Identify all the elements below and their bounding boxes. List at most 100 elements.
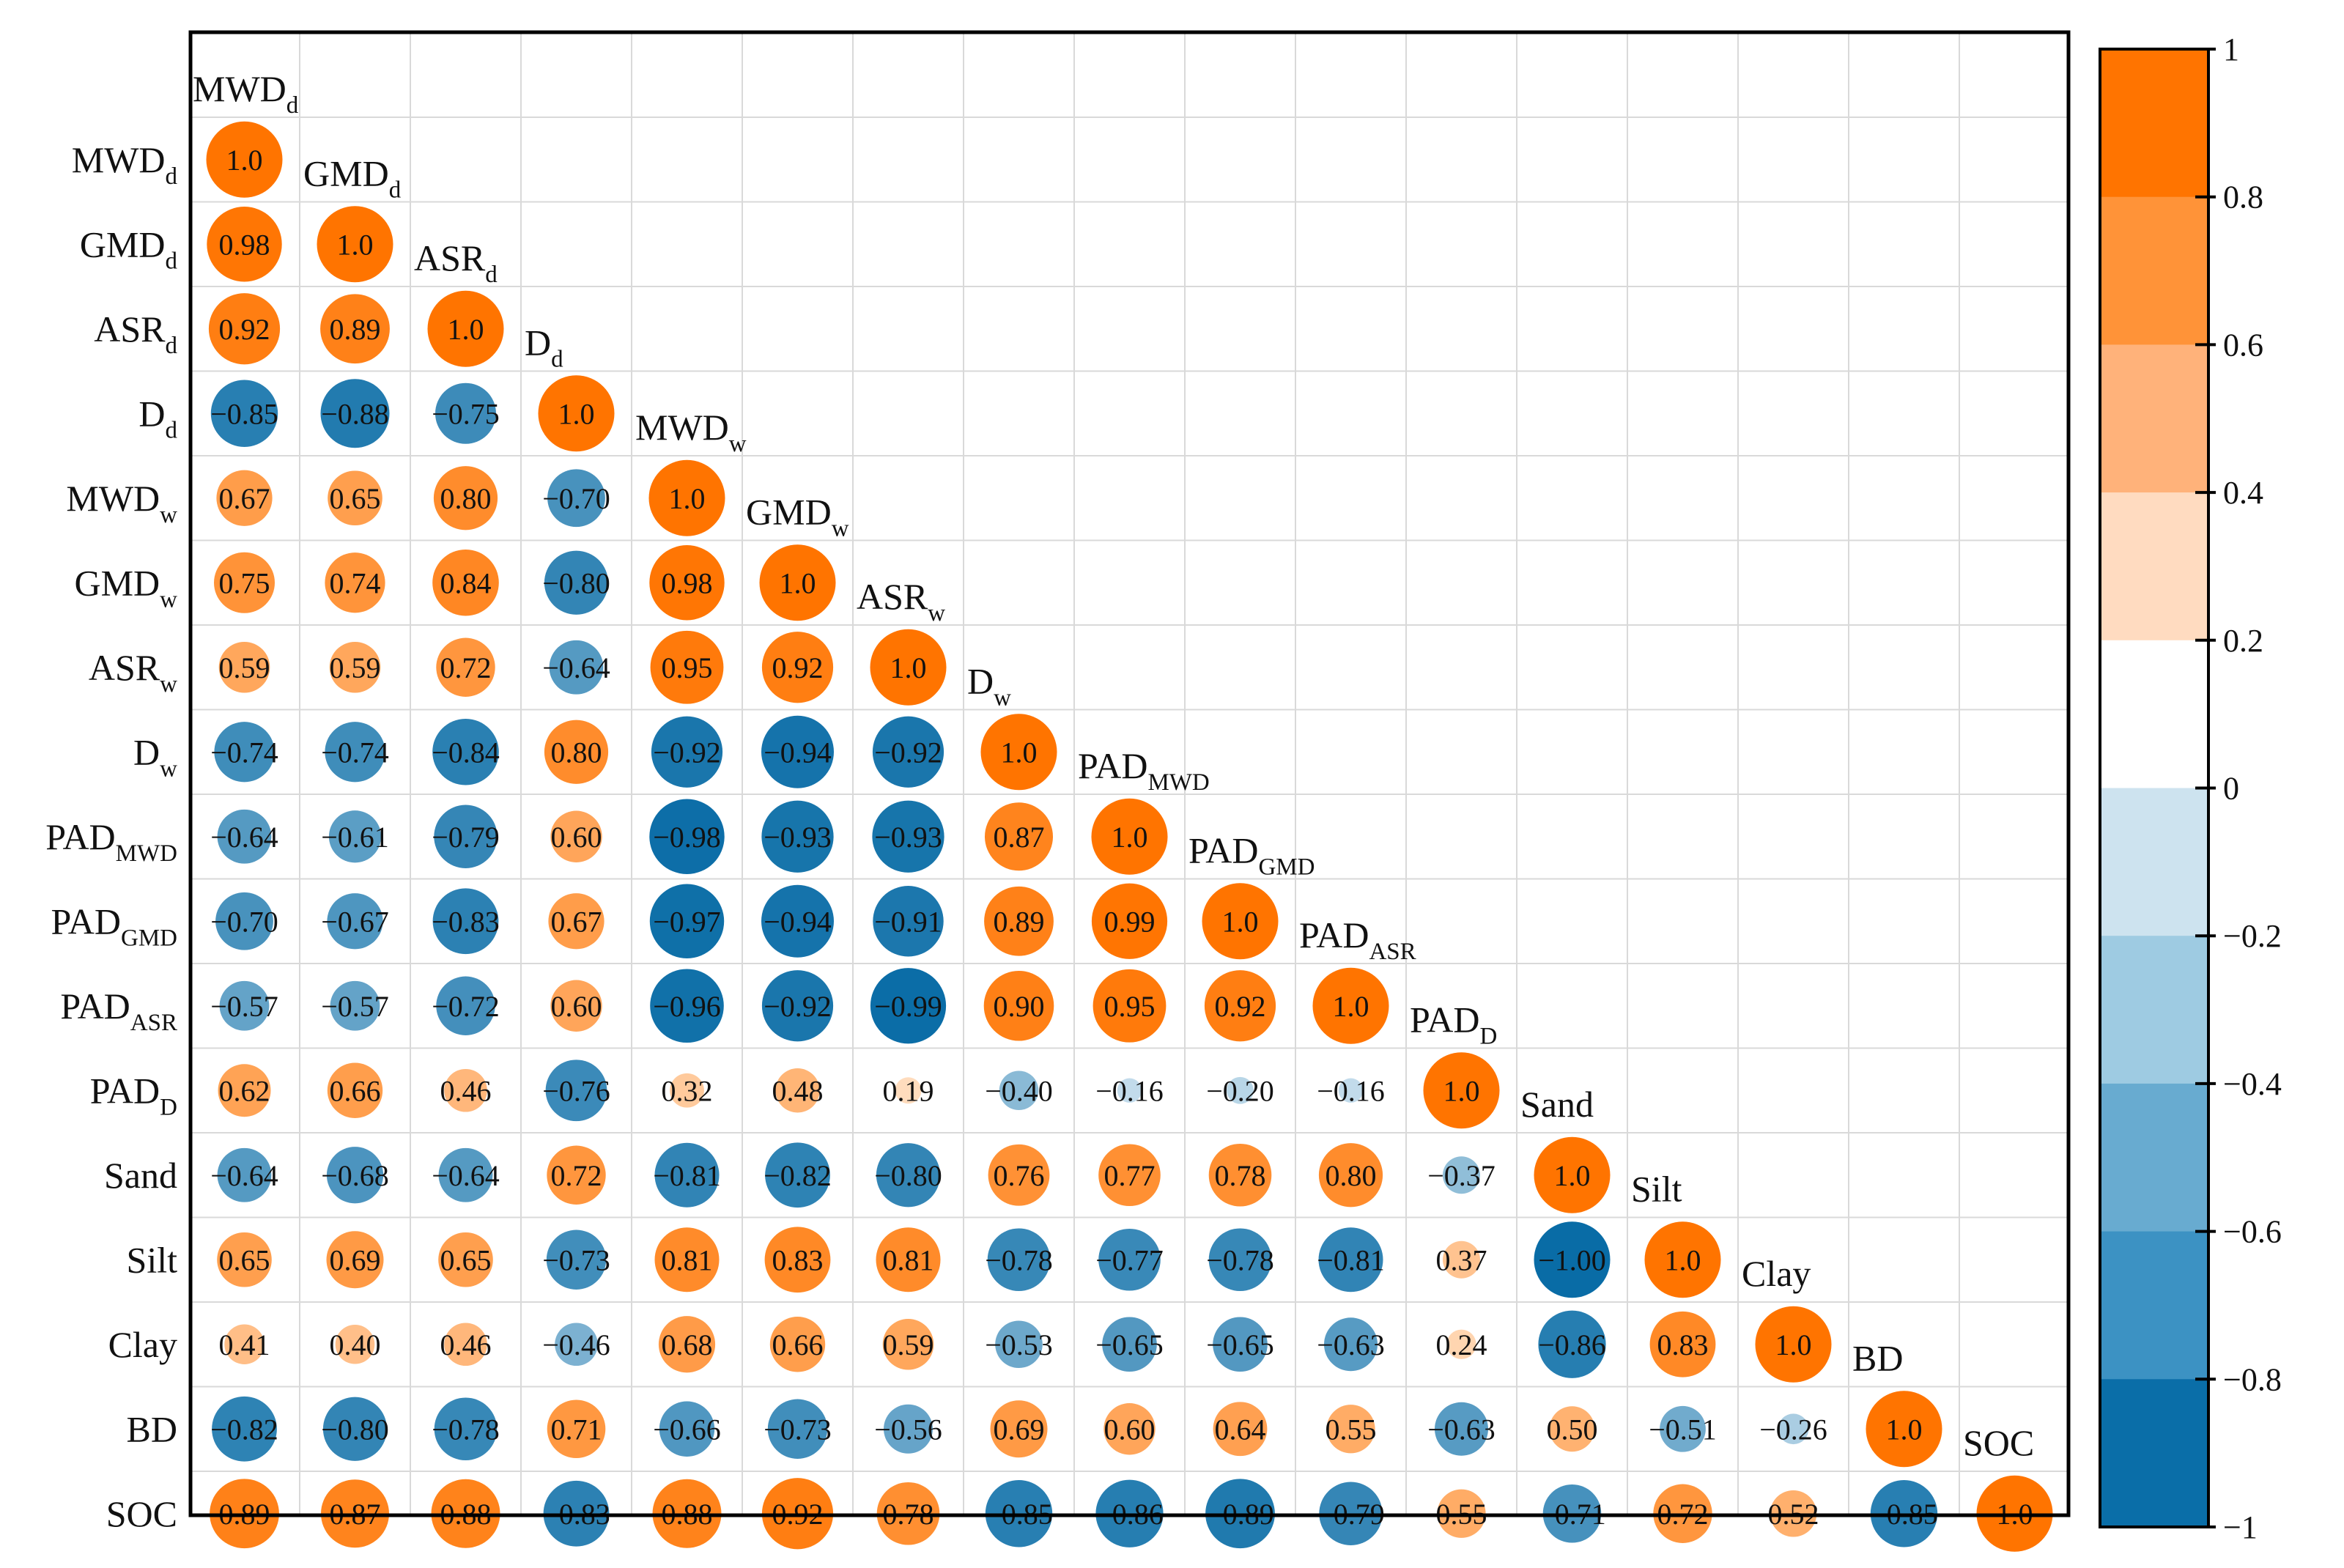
correlation-value: 0.59 [330, 651, 381, 684]
row-label: PADGMD [51, 901, 177, 951]
column-label: PADGMD [1188, 830, 1315, 881]
correlation-circle [544, 550, 609, 615]
correlation-circle [330, 980, 380, 1031]
correlation-circle [320, 379, 390, 448]
correlation-value: 0.89 [330, 313, 381, 346]
correlation-value: −0.70 [210, 905, 278, 938]
correlation-circle [761, 884, 834, 958]
row-label: GMDw [74, 562, 177, 613]
correlation-value: −0.81 [653, 1159, 721, 1192]
correlation-value: 0.32 [662, 1074, 713, 1107]
correlation-value: −0.57 [210, 990, 278, 1023]
correlation-value: −0.96 [653, 990, 721, 1023]
correlation-value: 1.0 [669, 482, 706, 515]
colorbar-bin [2100, 492, 2208, 641]
correlation-circle [432, 888, 499, 955]
correlation-circle [990, 1400, 1048, 1458]
correlation-value: 0.80 [551, 736, 602, 769]
correlation-circle [882, 1318, 934, 1370]
correlation-value: −0.61 [321, 821, 389, 854]
correlation-value: 0.80 [1326, 1159, 1377, 1192]
correlation-circle [1755, 1306, 1832, 1383]
correlation-value: 0.62 [219, 1074, 270, 1107]
row-label: ASRd [94, 308, 177, 359]
correlation-value: 0.95 [662, 651, 713, 684]
correlation-value: 0.67 [219, 482, 270, 515]
correlation-circle [438, 1232, 493, 1287]
colorbar-tick-label: 1 [2223, 32, 2239, 67]
correlation-circle [207, 207, 282, 282]
correlation-value: 0.68 [662, 1328, 713, 1361]
correlation-value: −0.92 [653, 736, 721, 769]
correlation-value: 0.60 [1104, 1413, 1156, 1446]
correlation-circle [670, 1073, 704, 1108]
row-label: ASRw [89, 647, 177, 698]
correlation-circle [550, 980, 602, 1032]
correlation-value: 1.0 [1554, 1159, 1591, 1192]
correlation-value: 0.55 [1326, 1413, 1377, 1446]
correlation-value: 0.46 [440, 1074, 492, 1107]
correlation-circle [1660, 1405, 1706, 1452]
correlation-value: 0.83 [772, 1243, 824, 1276]
correlation-value: 0.95 [1104, 990, 1156, 1023]
correlation-circle [1208, 1143, 1272, 1207]
correlation-value: 1.0 [1665, 1243, 1701, 1276]
correlation-circle [335, 1324, 375, 1364]
correlation-value: −0.78 [985, 1243, 1053, 1276]
correlation-value: −0.37 [1427, 1159, 1495, 1192]
correlation-value: 0.98 [662, 566, 713, 599]
correlation-value: 1.0 [226, 144, 263, 177]
grid-lines [191, 32, 2068, 1515]
correlation-circle [544, 720, 609, 784]
correlation-circle [435, 382, 496, 444]
correlation-value: 0.80 [440, 482, 492, 515]
correlation-circle [328, 470, 382, 526]
correlation-value: −0.82 [764, 1159, 832, 1192]
correlation-value: 0.24 [1436, 1328, 1487, 1361]
correlation-circle [759, 544, 836, 621]
correlation-circle [1644, 1221, 1721, 1298]
correlation-value: 0.40 [330, 1328, 381, 1361]
correlation-circle [761, 715, 834, 788]
column-label: GMDw [746, 492, 849, 542]
correlation-value: −0.94 [764, 736, 832, 769]
row-label: PADD [90, 1070, 177, 1120]
correlation-value: 0.65 [440, 1243, 492, 1276]
row-label: GMDd [80, 223, 178, 274]
correlation-circle [216, 470, 273, 526]
correlation-circle [873, 886, 944, 957]
correlation-value: −0.99 [874, 990, 942, 1023]
correlation-value: −0.56 [874, 1413, 942, 1446]
correlation-circle [983, 970, 1054, 1041]
correlation-circle [208, 293, 281, 365]
column-label: Clay [1742, 1253, 1811, 1294]
correlation-value: 1.0 [448, 313, 484, 346]
correlation-circle [214, 722, 275, 783]
colorbar-bin [2100, 936, 2208, 1084]
correlation-circle [217, 1232, 272, 1287]
correlation-circle [999, 1070, 1039, 1111]
correlation-circle [538, 375, 615, 452]
correlation-value: −0.84 [432, 736, 500, 769]
correlation-circle [658, 1316, 716, 1373]
correlation-circle [320, 294, 390, 364]
correlation-circle [1213, 1402, 1268, 1457]
correlation-circle [217, 809, 272, 864]
colorbar-tick-label: −0.2 [2223, 918, 2282, 954]
column-label: GMDd [303, 153, 402, 204]
correlation-circle [325, 552, 385, 613]
correlation-circle [217, 1147, 272, 1202]
correlation-value: 0.48 [772, 1074, 824, 1107]
correlation-value: 0.69 [994, 1413, 1045, 1446]
correlation-circle [325, 722, 385, 783]
correlation-circle [218, 1064, 271, 1117]
row-label: BD [127, 1408, 177, 1449]
correlation-value: −0.74 [321, 736, 389, 769]
correlation-circle [432, 549, 499, 616]
column-label: ASRd [414, 237, 498, 288]
correlation-circle [650, 969, 724, 1043]
correlation-circle [1549, 1406, 1595, 1452]
correlation-value: 0.92 [219, 313, 270, 346]
correlation-circle [432, 718, 499, 785]
colorbar-tick-label: −0.8 [2223, 1361, 2282, 1397]
